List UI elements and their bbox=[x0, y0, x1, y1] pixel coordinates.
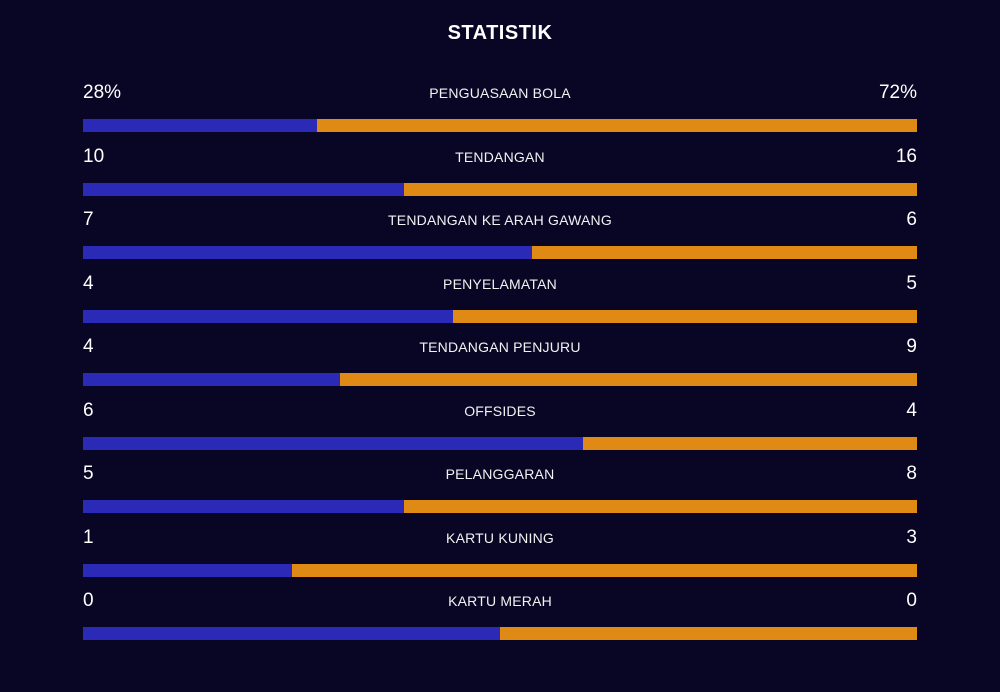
comparison-bar bbox=[83, 119, 917, 132]
stat-row-tendangan-ke-arah-gawang: 7 TENDANGAN KE ARAH GAWANG 6 bbox=[83, 207, 917, 271]
stat-label: KARTU KUNING bbox=[446, 529, 554, 546]
comparison-bar bbox=[83, 373, 917, 386]
home-bar-fill bbox=[83, 500, 405, 513]
stat-row-tendangan: 10 TENDANGAN 16 bbox=[83, 144, 917, 208]
home-bar-fill bbox=[83, 246, 532, 259]
stats-list: 28% PENGUASAAN BOLA 72% 10 TENDANGAN 1 6 … bbox=[83, 80, 917, 652]
home-bar-fill bbox=[83, 436, 584, 450]
home-value: 5 bbox=[83, 463, 94, 484]
stat-row-penyelamatan: 4 PENYELAMATAN 5 bbox=[83, 271, 917, 335]
stat-label: OFFSIDES bbox=[464, 402, 536, 419]
stat-label: TENDANGAN KE ARAH GAWANG bbox=[388, 212, 612, 228]
stat-label: PENYELAMATAN bbox=[443, 275, 557, 292]
home-value: 10 bbox=[83, 145, 105, 167]
stat-label: TENDANGAN PENJURU bbox=[419, 339, 581, 355]
stat-label: PENGUASAAN BOLA bbox=[429, 85, 571, 101]
home-bar-fill bbox=[83, 373, 340, 386]
comparison-bar bbox=[83, 309, 917, 323]
comparison-bar bbox=[83, 436, 917, 450]
stat-label: KARTU MERAH bbox=[448, 593, 552, 609]
home-bar-fill bbox=[83, 627, 500, 640]
comparison-bar bbox=[83, 246, 917, 259]
comparison-bar bbox=[83, 500, 917, 513]
stat-row-kartu-merah: 0 KARTU MERAH 0 bbox=[83, 588, 917, 652]
home-value: 4 bbox=[83, 272, 94, 294]
home-value: 7 bbox=[83, 209, 94, 230]
home-bar-fill bbox=[83, 119, 317, 132]
home-value: 28% bbox=[83, 82, 122, 103]
stat-row-kartu-kuning: 1 KARTU KUNING 3 bbox=[83, 525, 917, 589]
home-value: 0 bbox=[83, 590, 94, 611]
home-bar-fill bbox=[83, 182, 405, 196]
away-value: 3 bbox=[906, 526, 917, 548]
stat-row-offsides: 6 OFFSIDES 4 bbox=[83, 398, 917, 462]
comparison-bar bbox=[83, 182, 917, 196]
home-value: 4 bbox=[83, 336, 94, 357]
stat-row-tendangan-penjuru: 4 TENDANGAN PENJURU 9 bbox=[83, 334, 917, 398]
away-value: 4 bbox=[906, 399, 917, 421]
away-value: 6 bbox=[906, 209, 917, 230]
stat-row-penguasaan-bola: 28% PENGUASAAN BOLA 72% bbox=[83, 80, 917, 144]
away-value: 5 bbox=[906, 272, 917, 294]
away-value: 72% bbox=[878, 82, 917, 103]
away-value: 0 bbox=[906, 590, 917, 611]
comparison-bar bbox=[83, 563, 917, 577]
comparison-bar bbox=[83, 627, 917, 640]
home-value: 1 bbox=[83, 526, 94, 548]
home-bar-fill bbox=[83, 309, 454, 323]
away-value: 16 bbox=[895, 145, 917, 167]
home-bar-fill bbox=[83, 563, 292, 577]
away-value: 8 bbox=[906, 463, 917, 484]
stat-label: PELANGGARAN bbox=[445, 466, 555, 482]
stat-label: TENDANGAN bbox=[455, 148, 545, 165]
home-value: 6 bbox=[83, 399, 94, 421]
page-title: STATISTIK bbox=[447, 22, 553, 44]
away-value: 9 bbox=[906, 336, 917, 357]
stat-row-pelanggaran: 5 PELANGGARAN 8 bbox=[83, 461, 917, 525]
